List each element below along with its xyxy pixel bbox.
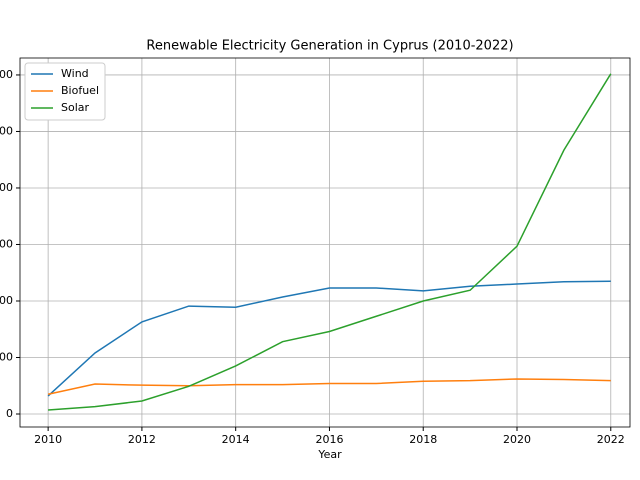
x-tick-label: 2020 xyxy=(503,433,531,446)
x-tick-label: 2010 xyxy=(34,433,62,446)
x-tick-label: 2018 xyxy=(409,433,437,446)
legend-label: Solar xyxy=(61,101,90,114)
legend-label: Biofuel xyxy=(61,84,99,97)
legend-label: Wind xyxy=(61,67,89,80)
chart-title: Renewable Electricity Generation in Cypr… xyxy=(146,39,513,54)
x-tick-label: 2014 xyxy=(222,433,250,446)
x-tick-label: 2012 xyxy=(128,433,156,446)
line-series xyxy=(47,280,611,397)
y-tick-label: 600 xyxy=(0,68,13,81)
y-tick-label: 0 xyxy=(6,407,13,420)
y-tick-label: 300 xyxy=(0,237,13,250)
x-tick-label: 2022 xyxy=(597,433,625,446)
line-series xyxy=(48,73,612,411)
y-tick-label: 100 xyxy=(0,350,13,363)
x-axis-label: Year xyxy=(317,448,342,461)
y-tick-label: 400 xyxy=(0,181,13,194)
legend-box xyxy=(24,62,106,121)
line-series xyxy=(47,378,611,395)
y-tick-label: 500 xyxy=(0,124,13,137)
x-tick-label: 2016 xyxy=(315,433,343,446)
plot-frame xyxy=(19,57,631,428)
y-tick-label: 200 xyxy=(0,294,13,307)
